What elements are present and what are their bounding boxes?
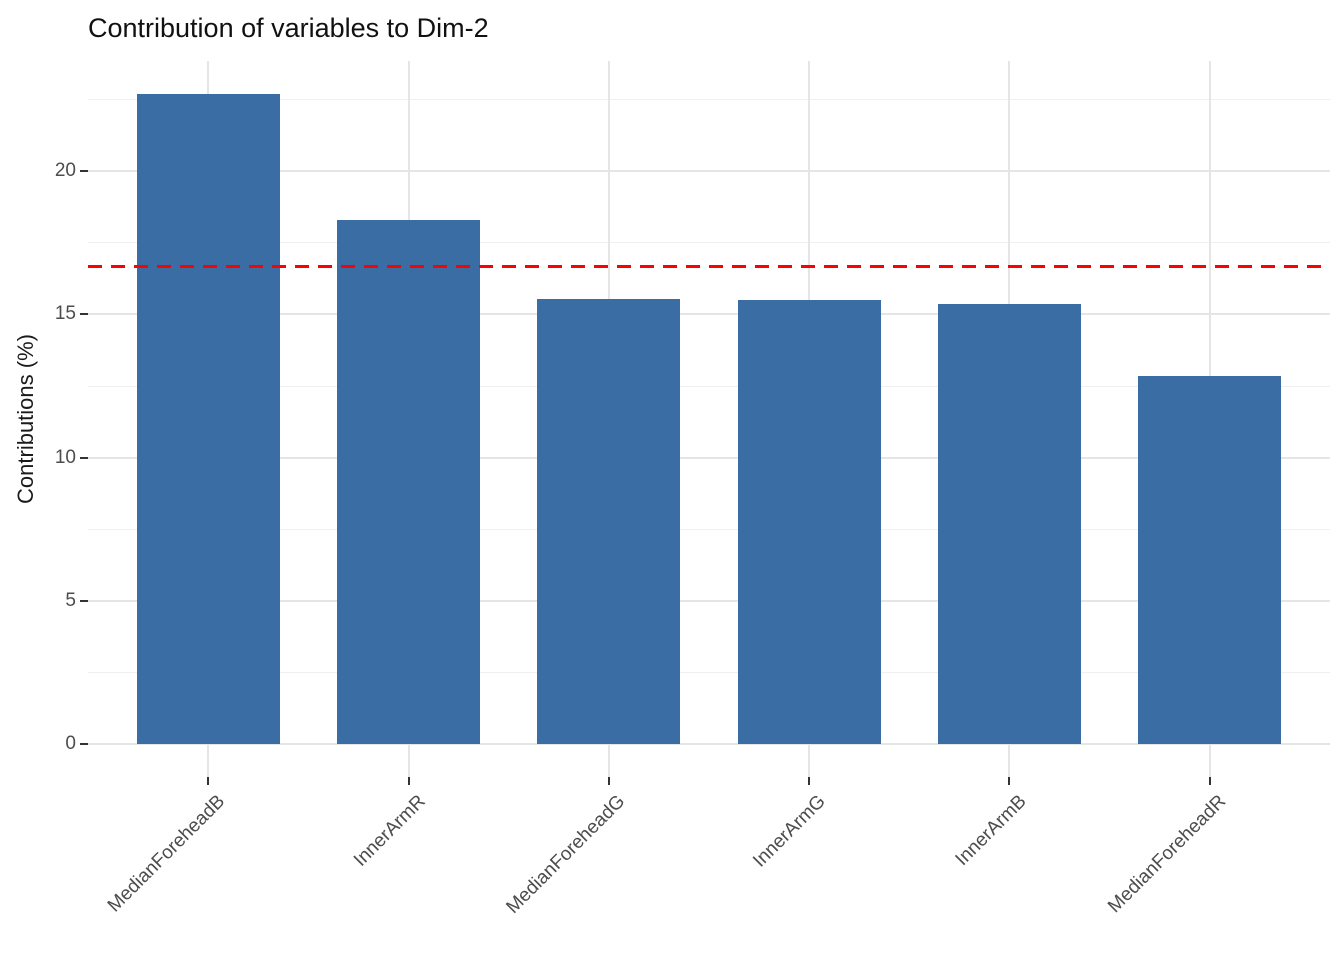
x-tick-label: InnerArmR [349,791,430,871]
x-tick-label: InnerArmG [749,791,831,872]
x-tick-mark [808,777,811,785]
x-tick-mark [607,777,610,785]
grid-line-major [88,313,1330,316]
y-axis-title: Contributions (%) [13,334,38,504]
grid-line-major [88,600,1330,602]
y-tick-mark [80,743,88,746]
grid-line-minor [88,242,1330,244]
y-tick-mark [80,600,88,602]
grid-line-minor [88,385,1330,387]
grid-line-minor [88,672,1330,674]
y-tick-label: 10 [54,446,76,468]
bar [937,304,1081,745]
x-tick-mark [207,777,210,785]
bar [737,300,881,745]
bar [136,93,280,745]
grid-line-major [88,456,1330,459]
y-tick-mark [80,313,88,316]
y-tick-label: 20 [54,160,76,182]
y-tick-label: 0 [65,733,76,755]
grid-line-minor [88,528,1330,530]
y-tick-label: 5 [65,590,76,611]
x-tick-label: MedianForeheadG [502,791,630,918]
x-tick-mark [407,777,410,785]
reference-line [88,265,1330,268]
bar [337,219,481,745]
grid-line-minor [88,98,1330,100]
grid-line-major [88,170,1330,173]
x-tick-mark [1208,777,1211,785]
chart-title: Contribution of variables to Dim-2 [88,13,489,43]
y-tick-label: 15 [54,303,76,325]
x-tick-label: InnerArmB [951,791,1031,871]
bar [537,298,681,745]
x-tick-label: MedianForeheadB [103,791,230,917]
y-tick-mark [80,170,88,173]
bar [1138,376,1282,745]
x-tick-mark [1008,777,1011,785]
y-tick-mark [80,456,88,459]
x-tick-label: MedianForeheadR [1104,791,1231,918]
grid-line-major [88,743,1330,746]
